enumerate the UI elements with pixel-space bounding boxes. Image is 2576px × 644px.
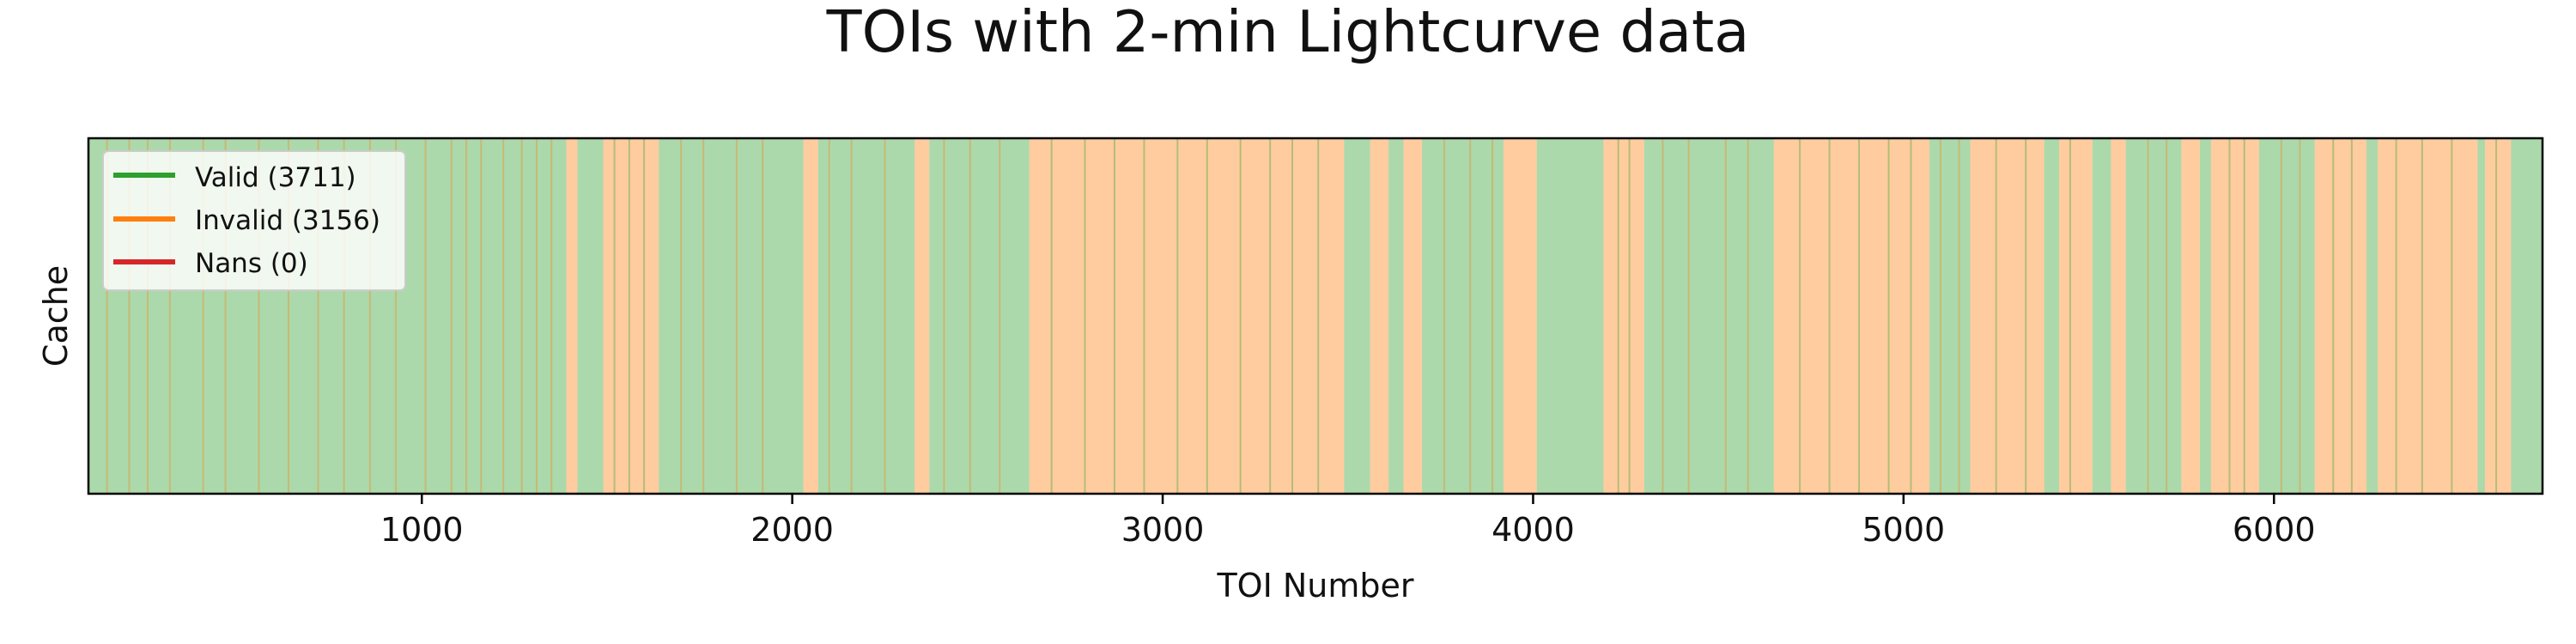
legend-label-invalid: Invalid (3156)	[195, 205, 380, 236]
segment-valid	[2366, 138, 2379, 494]
segment-valid	[1388, 138, 1404, 494]
segment-invalid	[914, 138, 930, 494]
segment-invalid	[2111, 138, 2126, 494]
segment-invalid	[2210, 138, 2259, 494]
segment-invalid	[1603, 138, 1644, 494]
y-axis-label: Cache	[37, 265, 75, 367]
segment-invalid	[2059, 138, 2093, 494]
segment-valid	[817, 138, 915, 494]
segment-invalid	[566, 138, 578, 494]
segment-valid	[1422, 138, 1504, 494]
segment-valid	[2092, 138, 2111, 494]
segment-valid	[1344, 138, 1370, 494]
x-tick-label: 2000	[750, 511, 834, 549]
legend-label-nans: Nans (0)	[195, 248, 308, 279]
segment-invalid	[1403, 138, 1423, 494]
chart-title: TOIs with 2-min Lightcurve data	[826, 0, 1750, 65]
plot-frame	[87, 137, 2544, 495]
segment-valid	[2258, 138, 2315, 494]
segment-valid	[1536, 138, 1604, 494]
segment-valid	[2125, 138, 2182, 494]
segment-invalid	[1029, 138, 1345, 494]
segment-valid	[1929, 138, 1971, 494]
segment-invalid	[1773, 138, 1930, 494]
plot-area	[88, 138, 2543, 494]
segment-invalid	[2378, 138, 2478, 494]
segment-valid	[2044, 138, 2060, 494]
segment-invalid	[2314, 138, 2367, 494]
segment-valid	[577, 138, 604, 494]
segment-invalid	[2485, 138, 2512, 494]
segment-invalid	[603, 138, 659, 494]
segment-invalid	[1970, 138, 2044, 494]
x-tick-label: 6000	[2233, 511, 2316, 549]
x-tick-label: 4000	[1492, 511, 1575, 549]
segment-valid	[659, 138, 804, 494]
segment-valid	[1643, 138, 1774, 494]
x-tick-label: 3000	[1121, 511, 1205, 549]
x-tick-label: 1000	[380, 511, 464, 549]
segment-invalid	[803, 138, 818, 494]
segment-valid	[929, 138, 1030, 494]
legend: Valid (3711) Invalid (3156) Nans (0)	[102, 150, 406, 291]
legend-box	[102, 150, 406, 291]
segment-invalid	[2181, 138, 2200, 494]
segment-invalid	[1503, 138, 1537, 494]
segment-invalid	[1370, 138, 1389, 494]
x-axis-ticks: 1000 2000 3000 4000 5000 6000	[380, 494, 2316, 549]
segment-valid	[2199, 138, 2211, 494]
segment-valid	[2511, 138, 2543, 494]
legend-label-valid: Valid (3711)	[195, 162, 356, 193]
segment-valid	[2477, 138, 2486, 494]
x-axis-label: TOI Number	[1216, 567, 1413, 605]
x-tick-label: 5000	[1862, 511, 1945, 549]
